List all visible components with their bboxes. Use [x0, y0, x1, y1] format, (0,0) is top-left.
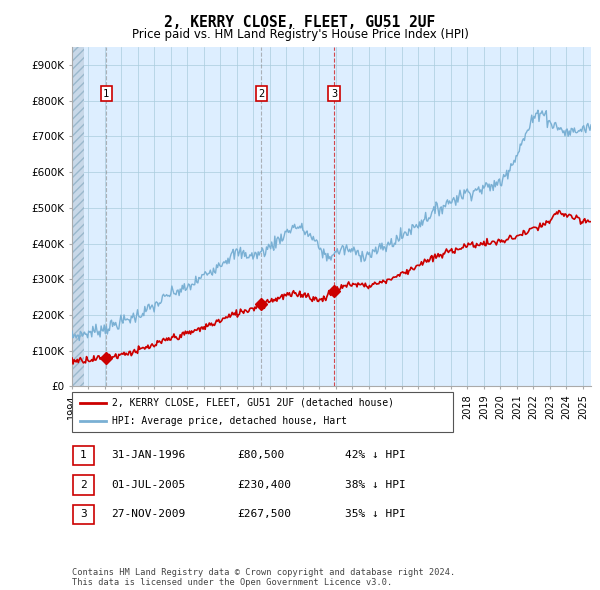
Text: 27-NOV-2009: 27-NOV-2009: [111, 510, 185, 519]
Text: 01-JUL-2005: 01-JUL-2005: [111, 480, 185, 490]
Text: 35% ↓ HPI: 35% ↓ HPI: [345, 510, 406, 519]
Text: £230,400: £230,400: [237, 480, 291, 490]
Text: 1: 1: [80, 451, 87, 460]
Text: 3: 3: [80, 510, 87, 519]
Text: 38% ↓ HPI: 38% ↓ HPI: [345, 480, 406, 490]
Text: 3: 3: [331, 88, 337, 99]
FancyBboxPatch shape: [72, 392, 453, 432]
Text: 31-JAN-1996: 31-JAN-1996: [111, 451, 185, 460]
FancyBboxPatch shape: [73, 446, 94, 465]
Text: 42% ↓ HPI: 42% ↓ HPI: [345, 451, 406, 460]
Text: £80,500: £80,500: [237, 451, 284, 460]
FancyBboxPatch shape: [73, 505, 94, 524]
FancyBboxPatch shape: [73, 476, 94, 494]
Text: 2: 2: [80, 480, 87, 490]
Text: 2, KERRY CLOSE, FLEET, GU51 2UF: 2, KERRY CLOSE, FLEET, GU51 2UF: [164, 15, 436, 30]
Text: Price paid vs. HM Land Registry's House Price Index (HPI): Price paid vs. HM Land Registry's House …: [131, 28, 469, 41]
Text: 1: 1: [103, 88, 109, 99]
Polygon shape: [72, 47, 85, 386]
Text: £267,500: £267,500: [237, 510, 291, 519]
Text: 2, KERRY CLOSE, FLEET, GU51 2UF (detached house): 2, KERRY CLOSE, FLEET, GU51 2UF (detache…: [112, 398, 394, 408]
Text: HPI: Average price, detached house, Hart: HPI: Average price, detached house, Hart: [112, 416, 347, 426]
Text: Contains HM Land Registry data © Crown copyright and database right 2024.
This d: Contains HM Land Registry data © Crown c…: [72, 568, 455, 587]
Text: 2: 2: [259, 88, 265, 99]
